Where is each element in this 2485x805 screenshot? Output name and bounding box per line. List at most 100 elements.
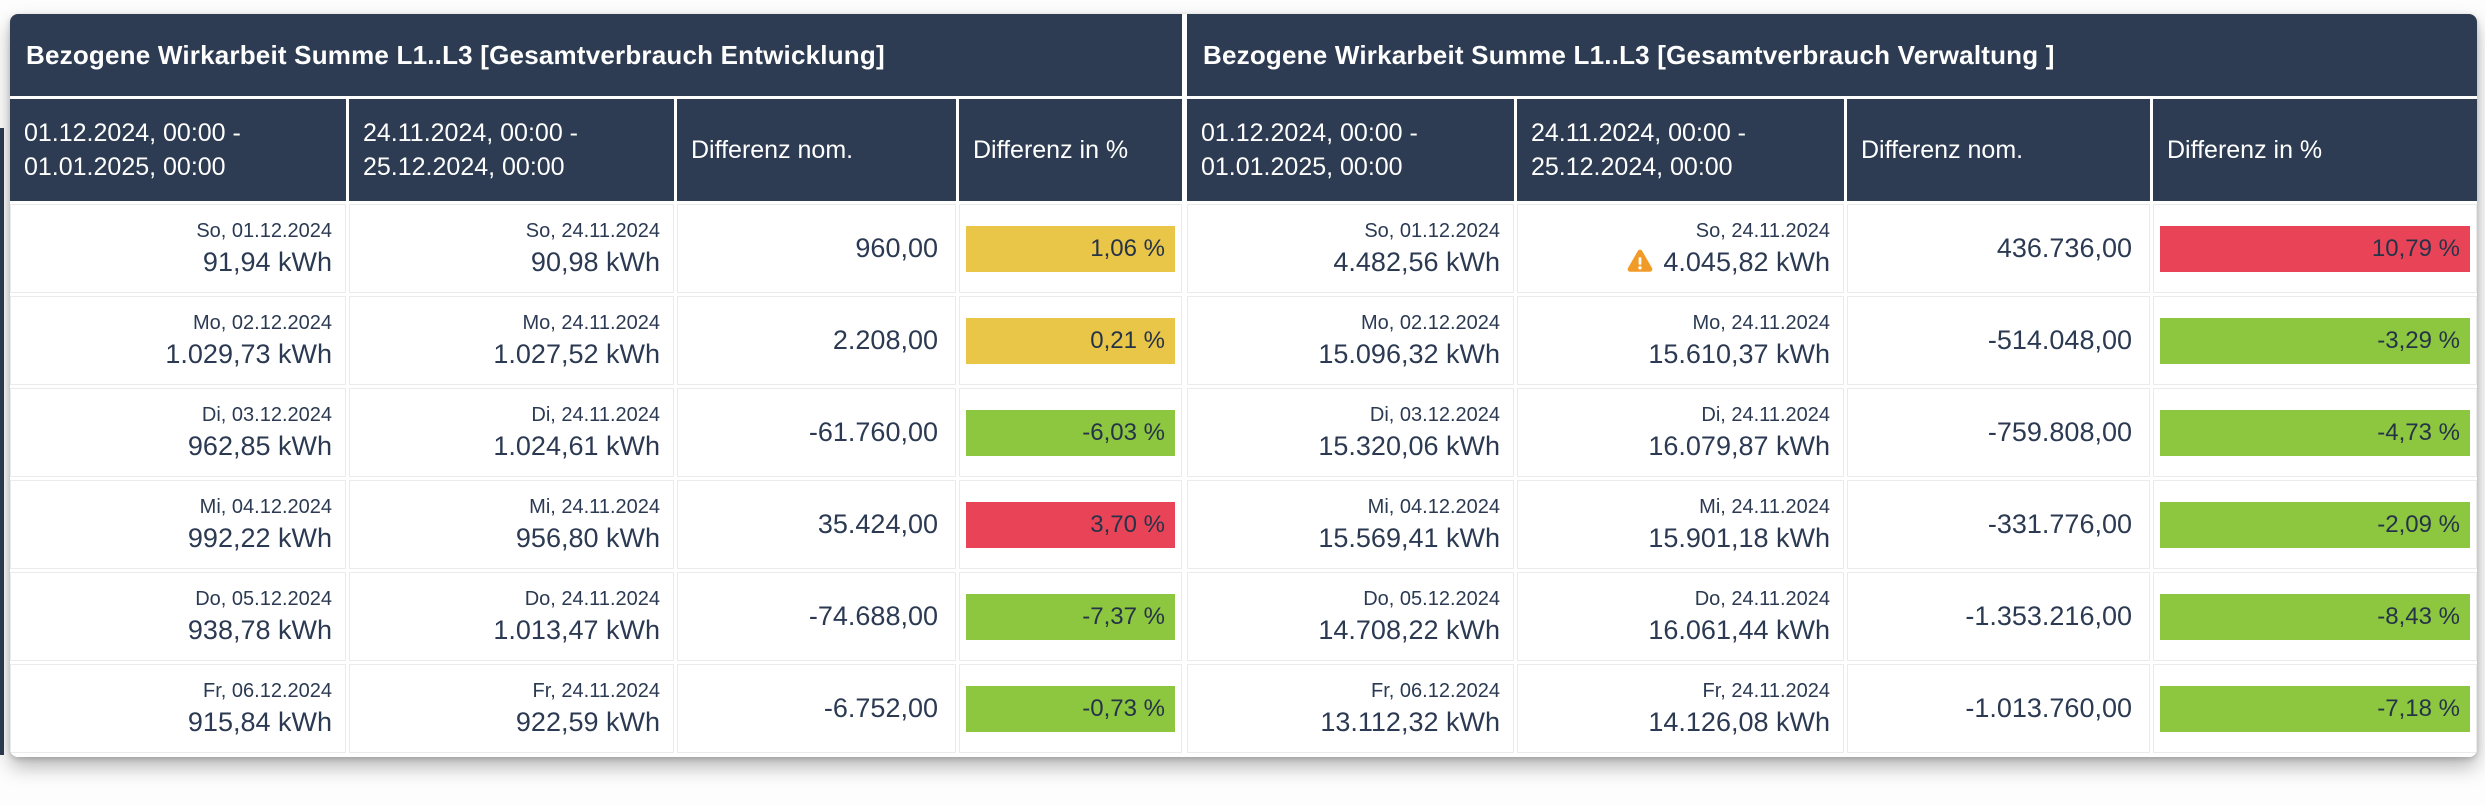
cell-period-previous: Fr, 24.11.2024 922,59 kWh [349, 664, 674, 753]
table-row: So, 01.12.2024 91,94 kWh So, 24.11.2024 … [10, 204, 1182, 293]
percent-badge: 0,21 % [966, 317, 1175, 364]
period-value: 15.320,06 kWh [1318, 431, 1500, 461]
cell-diff-percent: -2,09 % [2153, 480, 2477, 569]
period-value: 962,85 kWh [187, 431, 332, 461]
period-value: 956,80 kWh [515, 523, 660, 553]
cell-period-current: Mi, 04.12.2024 15.569,41 kWh [1187, 480, 1514, 569]
table-row: Do, 05.12.2024 938,78 kWh Do, 24.11.2024… [10, 572, 1182, 661]
warning-icon [1628, 249, 1653, 272]
period-date: Do, 05.12.2024 [195, 588, 332, 610]
period-value: 915,84 kWh [187, 707, 332, 737]
period-date: So, 01.12.2024 [196, 220, 332, 242]
cell-period-current: So, 01.12.2024 91,94 kWh [10, 204, 346, 293]
table-title: Bezogene Wirkarbeit Summe L1..L3 [Gesamt… [10, 14, 1182, 96]
table-row: Fr, 06.12.2024 13.112,32 kWh Fr, 24.11.2… [1187, 664, 2477, 753]
cell-period-previous: So, 24.11.2024 90,98 kWh [349, 204, 674, 293]
cell-diff-nominal: -61.760,00 [677, 388, 956, 477]
column-header-diff-nominal: Differenz nom. [677, 99, 956, 201]
cell-period-current: Fr, 06.12.2024 13.112,32 kWh [1187, 664, 1514, 753]
percent-badge: -0,73 % [966, 685, 1175, 732]
percent-badge: 3,70 % [966, 501, 1175, 548]
cell-diff-nominal: 960,00 [677, 204, 956, 293]
cell-period-previous: Fr, 24.11.2024 14.126,08 kWh [1517, 664, 1844, 753]
period-value: 14.708,22 kWh [1318, 615, 1500, 645]
cell-diff-percent: -4,73 % [2153, 388, 2477, 477]
column-header-period-previous: 24.11.2024, 00:00 - 25.12.2024, 00:00 [1517, 99, 1844, 201]
percent-badge: 1,06 % [966, 225, 1175, 272]
header-line: 24.11.2024, 00:00 - [363, 119, 578, 147]
period-date: Fr, 06.12.2024 [203, 680, 332, 702]
period-date: Fr, 24.11.2024 [532, 680, 661, 702]
header-line: 01.01.2025, 00:00 [1201, 153, 1403, 181]
cell-diff-nominal: -6.752,00 [677, 664, 956, 753]
comparison-card: Bezogene Wirkarbeit Summe L1..L3 [Gesamt… [10, 14, 2477, 757]
header-line: 24.11.2024, 00:00 - [1531, 119, 1746, 147]
cell-diff-percent: 0,21 % [959, 296, 1182, 385]
cell-diff-percent: -7,37 % [959, 572, 1182, 661]
header-line: Differenz in % [973, 136, 1129, 164]
table-row: Mo, 02.12.2024 15.096,32 kWh Mo, 24.11.2… [1187, 296, 2477, 385]
header-line: 25.12.2024, 00:00 [1531, 153, 1733, 181]
cell-diff-nominal: 436.736,00 [1847, 204, 2150, 293]
cell-period-current: Fr, 06.12.2024 915,84 kWh [10, 664, 346, 753]
table-header-row: 01.12.2024, 00:00 - 01.01.2025, 00:00 24… [10, 99, 1182, 201]
cell-period-previous: Di, 24.11.2024 16.079,87 kWh [1517, 388, 1844, 477]
cell-period-previous: Mi, 24.11.2024 956,80 kWh [349, 480, 674, 569]
header-line: 01.01.2025, 00:00 [24, 153, 226, 181]
period-value: 1.013,47 kWh [493, 615, 660, 645]
period-date: Do, 24.11.2024 [1694, 588, 1830, 610]
cell-diff-percent: -7,18 % [2153, 664, 2477, 753]
table-body: So, 01.12.2024 4.482,56 kWh So, 24.11.20… [1187, 204, 2477, 757]
percent-badge: 10,79 % [2160, 225, 2470, 272]
period-value-text: 4.045,82 kWh [1663, 247, 1830, 277]
table-row: Di, 03.12.2024 962,85 kWh Di, 24.11.2024… [10, 388, 1182, 477]
percent-badge: -2,09 % [2160, 501, 2470, 548]
column-header-diff-percent: Differenz in % [2153, 99, 2477, 201]
cell-period-previous: Mo, 24.11.2024 1.027,52 kWh [349, 296, 674, 385]
cell-period-current: Di, 03.12.2024 15.320,06 kWh [1187, 388, 1514, 477]
percent-badge: -8,43 % [2160, 593, 2470, 640]
header-line: 01.12.2024, 00:00 - [24, 119, 241, 147]
period-value: 4.045,82 kWh [1625, 247, 1830, 277]
cell-period-current: Mi, 04.12.2024 992,22 kWh [10, 480, 346, 569]
period-value: 14.126,08 kWh [1648, 707, 1830, 737]
header-line: Differenz nom. [691, 136, 854, 164]
table-body: So, 01.12.2024 91,94 kWh So, 24.11.2024 … [10, 204, 1182, 757]
percent-badge: -4,73 % [2160, 409, 2470, 456]
period-value: 15.569,41 kWh [1318, 523, 1500, 553]
period-value: 91,94 kWh [202, 247, 332, 277]
period-date: So, 24.11.2024 [1695, 220, 1830, 242]
column-header-diff-nominal: Differenz nom. [1847, 99, 2150, 201]
cell-period-current: Mo, 02.12.2024 1.029,73 kWh [10, 296, 346, 385]
header-line: 01.12.2024, 00:00 - [1201, 119, 1418, 147]
period-value: 938,78 kWh [187, 615, 332, 645]
period-date: Mo, 02.12.2024 [193, 312, 332, 334]
percent-badge: -6,03 % [966, 409, 1175, 456]
cell-diff-nominal: 2.208,00 [677, 296, 956, 385]
table-row: So, 01.12.2024 4.482,56 kWh So, 24.11.20… [1187, 204, 2477, 293]
period-value: 922,59 kWh [515, 707, 660, 737]
cell-diff-percent: -6,03 % [959, 388, 1182, 477]
cell-diff-nominal: -1.353.216,00 [1847, 572, 2150, 661]
period-value: 16.079,87 kWh [1648, 431, 1830, 461]
cell-period-current: Do, 05.12.2024 938,78 kWh [10, 572, 346, 661]
period-date: Do, 05.12.2024 [1363, 588, 1500, 610]
period-date: Fr, 06.12.2024 [1371, 680, 1500, 702]
period-value: 90,98 kWh [530, 247, 660, 277]
period-value: 16.061,44 kWh [1648, 615, 1830, 645]
period-date: Mo, 02.12.2024 [1361, 312, 1500, 334]
period-value: 1.029,73 kWh [165, 339, 332, 369]
table-row: Mi, 04.12.2024 992,22 kWh Mi, 24.11.2024… [10, 480, 1182, 569]
period-date: Mi, 04.12.2024 [1367, 496, 1500, 518]
cell-diff-nominal: -1.013.760,00 [1847, 664, 2150, 753]
period-date: Fr, 24.11.2024 [1702, 680, 1831, 702]
cell-period-previous: Mo, 24.11.2024 15.610,37 kWh [1517, 296, 1844, 385]
cell-diff-nominal: -514.048,00 [1847, 296, 2150, 385]
header-line: Differenz in % [2167, 136, 2323, 164]
table-verwaltung: Bezogene Wirkarbeit Summe L1..L3 [Gesamt… [1187, 14, 2477, 757]
cell-period-previous: Di, 24.11.2024 1.024,61 kWh [349, 388, 674, 477]
cell-period-previous: Mi, 24.11.2024 15.901,18 kWh [1517, 480, 1844, 569]
period-value: 1.027,52 kWh [493, 339, 660, 369]
period-date: Mo, 24.11.2024 [1692, 312, 1830, 334]
table-row: Do, 05.12.2024 14.708,22 kWh Do, 24.11.2… [1187, 572, 2477, 661]
